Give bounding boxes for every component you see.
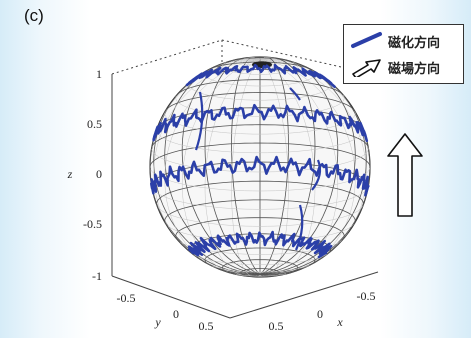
y-tick-label: 0	[173, 307, 179, 321]
parallel	[151, 124, 369, 150]
parallel	[164, 92, 356, 113]
parallel	[259, 205, 364, 227]
parallel	[152, 187, 261, 210]
parallel	[212, 265, 261, 273]
parallel	[259, 224, 354, 242]
parallel	[164, 199, 356, 226]
parallel	[204, 247, 316, 267]
field-arrow-shape	[387, 133, 423, 217]
meridian	[153, 70, 261, 275]
legend-item-field: 磁場方向	[344, 55, 465, 79]
trajectory-band-1	[185, 63, 336, 88]
parallel	[221, 259, 299, 275]
parallel	[259, 186, 369, 210]
meridian	[153, 59, 261, 240]
field-direction-arrow	[387, 133, 423, 217]
y-axis-label: y	[154, 315, 161, 329]
parallel	[240, 57, 261, 66]
parallel	[164, 112, 260, 135]
meridian	[164, 60, 261, 275]
back-right-edge	[221, 39, 373, 75]
parallel	[156, 180, 364, 208]
hollow-arrow-icon	[352, 59, 381, 77]
trajectory-link-3	[311, 159, 322, 191]
tick-labels: 1 0.5 0 -0.5 -1 z -0.5 0 0.5 y 0.5 0 -0.5 x	[67, 67, 376, 333]
z-tick-label: 1	[96, 67, 102, 81]
trajectory-band-2	[152, 103, 369, 143]
parallel	[189, 81, 260, 101]
back-top-edge	[111, 39, 223, 75]
y-tick-label: 0.5	[199, 319, 214, 333]
x-tick-label: 0.5	[269, 319, 284, 333]
meridian	[259, 59, 356, 267]
magnetization-trajectory	[150, 63, 370, 259]
legend: 磁化方向 磁場方向	[343, 24, 464, 84]
meridian	[259, 265, 308, 276]
z-tick-label: -1	[92, 269, 102, 283]
parallel	[240, 268, 280, 278]
parallel	[149, 142, 371, 170]
meridian	[259, 60, 356, 275]
parallel	[175, 217, 345, 243]
parallel	[260, 129, 364, 154]
x-tick-label: -0.5	[357, 289, 376, 303]
parallel	[175, 79, 344, 97]
parallel	[158, 207, 261, 227]
legend-item-magnetization: 磁化方向	[344, 29, 465, 53]
z-tick-label: 0	[96, 167, 102, 181]
blue-line-icon	[351, 32, 382, 48]
trajectory-band-4	[187, 230, 333, 259]
z-axis-label: z	[67, 167, 73, 181]
parallel	[260, 80, 331, 101]
panel-label: (c)	[24, 6, 44, 25]
parallel	[260, 273, 287, 277]
parallel	[259, 264, 310, 273]
parallel	[260, 111, 356, 135]
y-axis-line	[111, 275, 231, 319]
parallel	[156, 131, 260, 154]
trajectory-link-2	[289, 87, 301, 101]
x-axis-label: x	[336, 315, 343, 329]
legend-label-magnetization: 磁化方向	[388, 36, 441, 51]
x-axis-line	[229, 271, 379, 319]
parallel	[235, 273, 260, 277]
z-tick-label: 0.5	[87, 117, 102, 131]
trajectory-link-4	[294, 204, 304, 251]
parallel	[259, 167, 371, 192]
trajectory-band-3	[150, 155, 370, 197]
parallel	[226, 57, 293, 63]
z-tick-label: -0.5	[83, 217, 102, 231]
x-tick-label: 0	[317, 307, 323, 321]
parallel	[194, 254, 261, 265]
legend-label-field: 磁場方向	[388, 62, 441, 77]
y-tick-label: -0.5	[117, 291, 136, 305]
parallel	[179, 241, 261, 255]
meridian	[164, 59, 261, 267]
trajectory-link-1	[194, 91, 204, 151]
